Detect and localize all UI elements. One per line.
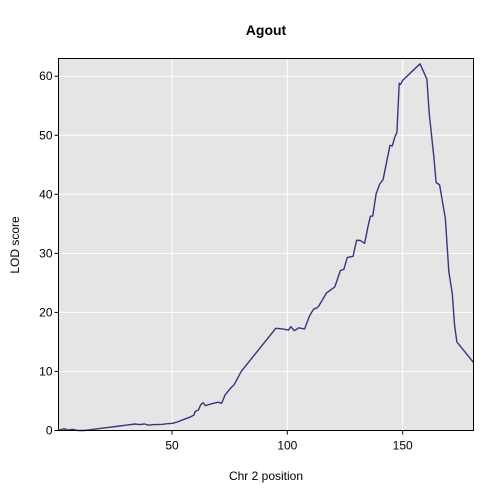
lod-series-line — [58, 63, 475, 432]
grid-lines — [58, 58, 474, 431]
chart-title: Agout — [246, 22, 287, 38]
y-tick-label: 10 — [39, 364, 53, 378]
plot-background — [58, 58, 474, 431]
x-tick-label: 150 — [393, 439, 413, 453]
plot-frame — [58, 58, 474, 431]
series-layer — [58, 63, 475, 432]
y-tick-label: 0 — [46, 424, 53, 438]
y-tick-label: 30 — [39, 246, 53, 260]
y-tick-label: 50 — [39, 128, 53, 142]
y-axis-label: LOD score — [8, 216, 22, 274]
y-tick-label: 40 — [39, 187, 53, 201]
x-tick-label: 100 — [277, 439, 297, 453]
ticks: 0 10 20 30 40 50 60 50 100 150 — [39, 69, 413, 452]
y-tick-label: 20 — [39, 305, 53, 319]
y-tick-label: 60 — [39, 69, 53, 83]
x-axis-label: Chr 2 position — [229, 469, 303, 483]
x-tick-label: 50 — [165, 439, 179, 453]
